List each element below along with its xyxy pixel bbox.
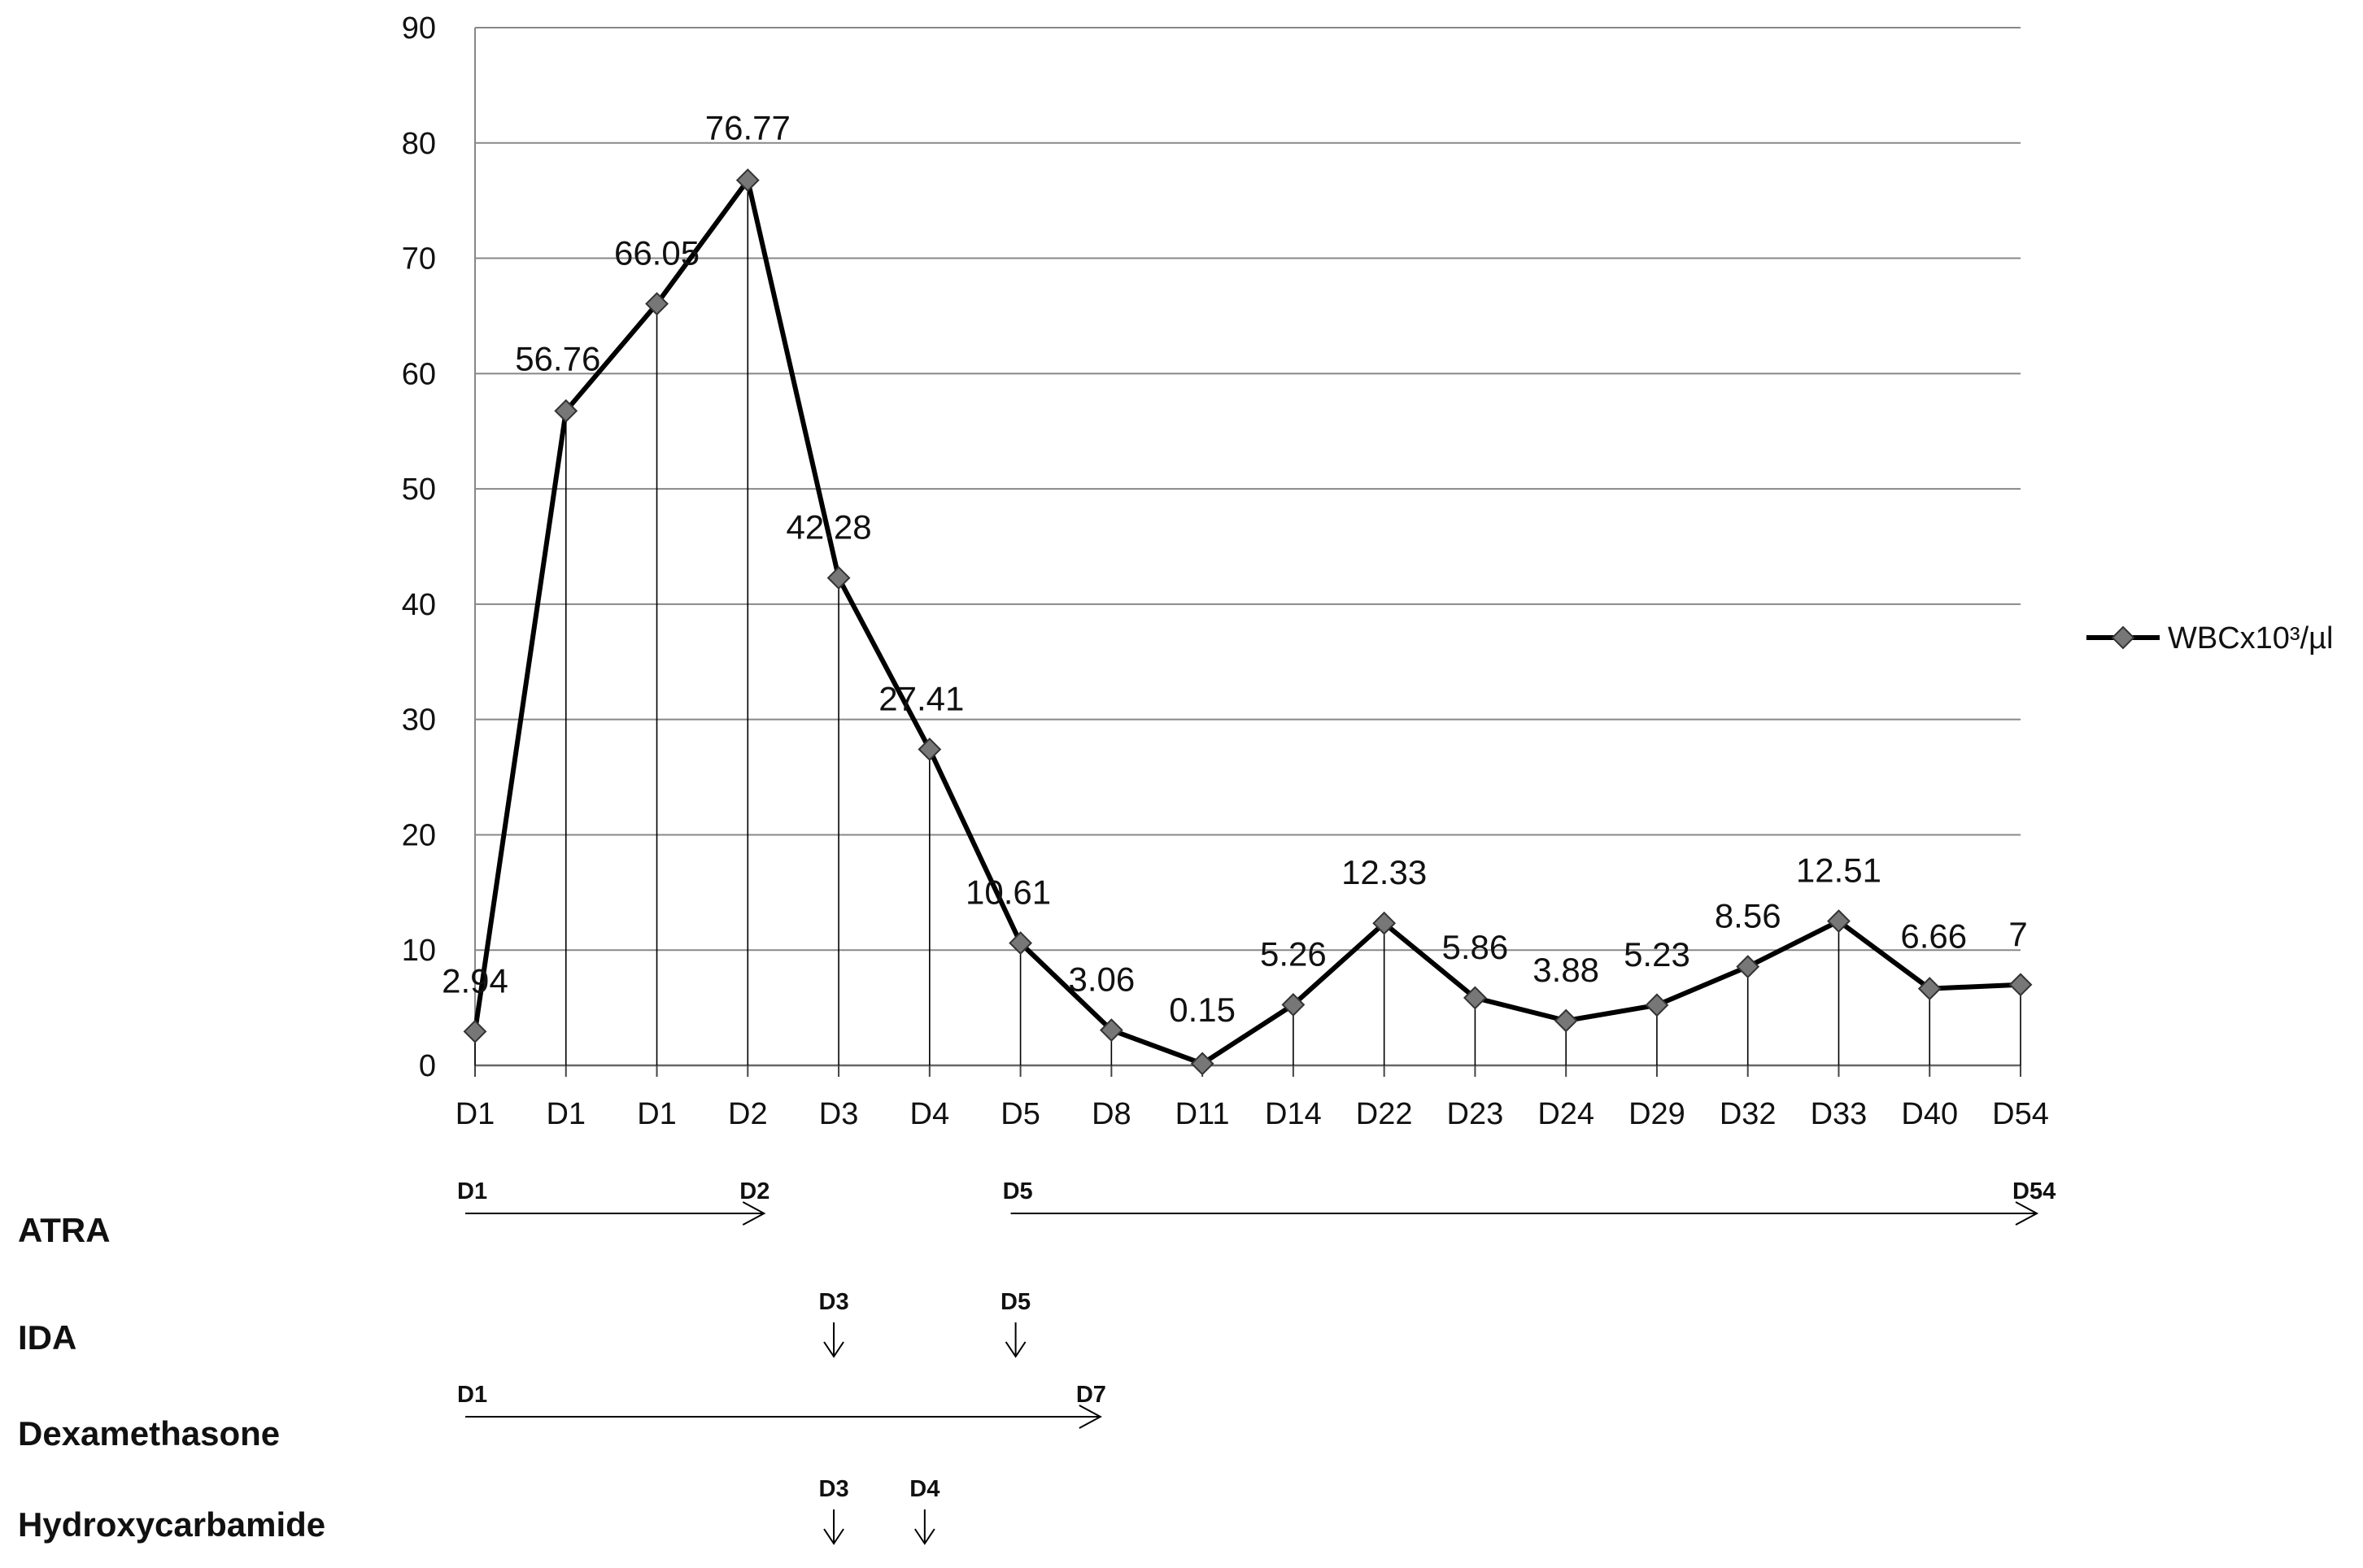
x-tick-label: D24 — [1537, 1097, 1594, 1131]
treatment-start-label: D1 — [457, 1382, 487, 1408]
data-point — [826, 566, 851, 590]
treatment-end-label: D54 — [2012, 1178, 2056, 1204]
data-point — [1736, 955, 1760, 979]
x-tick-label: D8 — [1092, 1097, 1131, 1131]
data-point — [1554, 1008, 1578, 1033]
treatment-end-label: D7 — [1076, 1382, 1106, 1408]
data-label: 12.33 — [1341, 853, 1427, 891]
data-label: 76.77 — [705, 109, 791, 147]
data-label: 6.66 — [1900, 917, 1967, 956]
treatment-dose-arrowhead — [823, 1341, 844, 1358]
y-tick-label: 10 — [402, 934, 436, 968]
treatment-dose-label: D3 — [819, 1476, 849, 1502]
x-tick-label: D14 — [1265, 1097, 1322, 1131]
x-tick-label: D1 — [546, 1097, 586, 1131]
treatment-label: IDA — [18, 1318, 76, 1357]
data-point — [2008, 973, 2033, 997]
data-label: 10.61 — [966, 873, 1051, 912]
legend-marker — [2111, 625, 2135, 650]
treatment-label: Hydroxycarbamide — [18, 1505, 325, 1544]
x-tick-label: D32 — [1720, 1097, 1777, 1131]
x-tick-label: D23 — [1447, 1097, 1504, 1131]
treatment-dose-arrowhead — [823, 1528, 844, 1545]
data-point — [1281, 993, 1306, 1017]
x-tick-label: D1 — [637, 1097, 677, 1131]
y-tick-label: 60 — [402, 357, 436, 391]
x-tick-label: D1 — [456, 1097, 495, 1131]
treatment-dose-arrowhead — [913, 1528, 935, 1545]
x-tick-label: D22 — [1356, 1097, 1413, 1131]
data-label: 56.76 — [515, 339, 600, 377]
data-label: 0.15 — [1169, 991, 1236, 1029]
y-tick-label: 0 — [419, 1049, 436, 1083]
y-tick-label: 40 — [402, 588, 436, 622]
data-label: 66.05 — [614, 234, 700, 272]
y-tick-label: 30 — [402, 703, 436, 738]
x-tick-label: D40 — [1901, 1097, 1958, 1131]
data-label: 42.28 — [787, 508, 872, 547]
treatment-arrowhead — [2015, 1201, 2039, 1226]
x-tick-label: D4 — [910, 1097, 950, 1131]
treatment-arrowhead — [1079, 1405, 1102, 1429]
y-tick-label: 70 — [402, 242, 436, 277]
x-tick-label: D54 — [1992, 1097, 2049, 1131]
treatment-dose-arrowhead — [1005, 1341, 1027, 1358]
treatment-dose-label: D5 — [1001, 1289, 1031, 1315]
data-label: 7 — [2008, 915, 2027, 953]
data-label: 8.56 — [1715, 897, 1781, 935]
treatment-start-label: D1 — [457, 1178, 487, 1204]
data-label: 5.26 — [1260, 934, 1327, 973]
data-point — [645, 292, 669, 316]
x-tick-label: D2 — [728, 1097, 768, 1131]
treatment-label: ATRA — [18, 1211, 111, 1249]
data-point — [463, 1019, 487, 1043]
data-point — [1917, 977, 1942, 1000]
data-point — [1099, 1018, 1123, 1043]
y-tick-label: 50 — [402, 473, 436, 507]
data-point — [1009, 931, 1033, 955]
data-point — [1463, 986, 1487, 1010]
treatment-end-label: D2 — [739, 1178, 770, 1204]
data-point — [735, 168, 760, 192]
legend-label: WBCx10³/µl — [2168, 621, 2333, 656]
treatment-dose-label: D3 — [819, 1289, 849, 1315]
y-tick-label: 20 — [402, 818, 436, 852]
data-point — [1827, 909, 1851, 934]
data-point — [1190, 1052, 1214, 1076]
x-tick-label: D11 — [1175, 1097, 1230, 1131]
treatment-label: Dexamethasone — [18, 1414, 280, 1453]
data-label: 12.51 — [1796, 852, 1881, 890]
treatment-start-label: D5 — [1003, 1178, 1033, 1204]
data-point — [1372, 911, 1397, 935]
treatment-arrowhead — [742, 1201, 766, 1226]
x-tick-label: D33 — [1811, 1097, 1868, 1131]
treatment-dose-label: D4 — [909, 1476, 940, 1502]
series-line-wbc — [473, 177, 2021, 1066]
x-tick-label: D29 — [1628, 1097, 1685, 1131]
y-tick-label: 80 — [402, 127, 436, 161]
x-tick-label: D3 — [819, 1097, 859, 1131]
data-point — [1645, 993, 1669, 1017]
y-tick-label: 90 — [402, 11, 436, 46]
x-tick-label: D5 — [1001, 1097, 1040, 1131]
data-label: 2.94 — [442, 961, 508, 1000]
data-label: 3.88 — [1532, 951, 1599, 989]
data-label: 27.41 — [878, 679, 964, 717]
data-label: 5.86 — [1442, 928, 1509, 966]
data-label: 3.06 — [1068, 960, 1135, 999]
data-point — [918, 737, 942, 761]
data-point — [554, 399, 578, 423]
data-label: 5.23 — [1624, 935, 1690, 973]
